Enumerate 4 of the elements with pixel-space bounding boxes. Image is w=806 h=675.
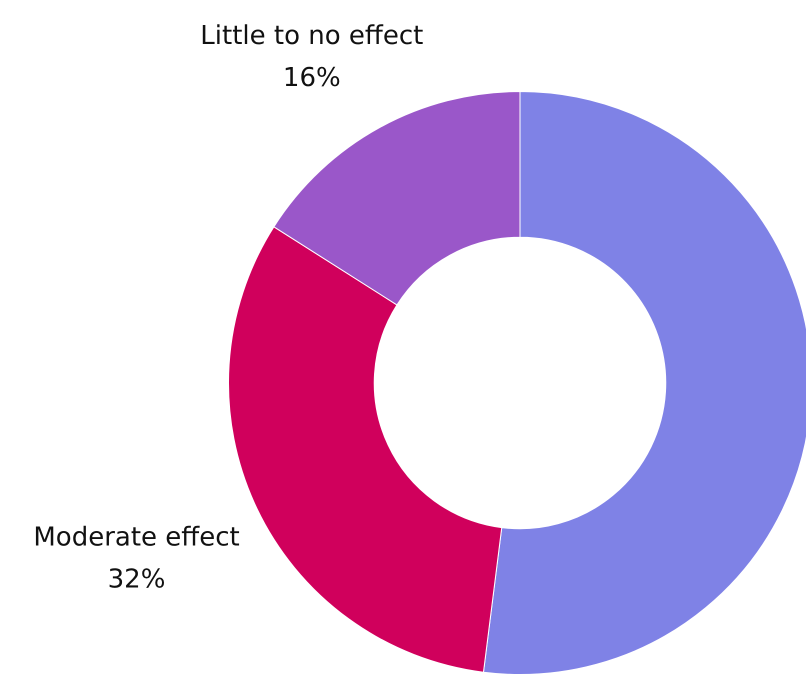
data-label: 16%	[282, 62, 341, 93]
slice-label: Moderate effect	[33, 522, 240, 552]
data-label: 32%	[108, 564, 166, 594]
slice-label: Little to no effect	[200, 20, 424, 51]
